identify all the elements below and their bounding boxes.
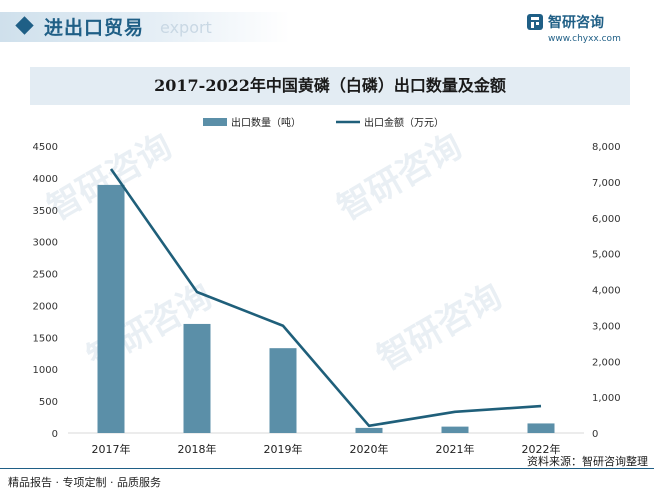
bar-export-quantity (527, 423, 555, 433)
bar-export-quantity (441, 426, 469, 433)
x-tick-label: 2019年 (264, 442, 303, 456)
footer-tagline: 精品报告 · 专项定制 · 品质服务 (8, 476, 161, 489)
bar-export-quantity (269, 348, 297, 433)
footer: 精品报告 · 专项定制 · 品质服务 资料来源：智研咨询整理 (0, 455, 654, 492)
y-right-tick-label: 0 (592, 429, 598, 440)
legend-label-line: 出口金额（万元） (364, 116, 444, 129)
x-tick-label: 2017年 (92, 442, 131, 456)
y-left-tick-label: 2000 (33, 301, 58, 312)
y-right-tick-label: 4,000 (592, 286, 621, 297)
brand-name: 智研咨询 (548, 15, 604, 31)
y-left-tick-label: 3500 (33, 206, 58, 217)
section-title: 进出口贸易 (44, 17, 145, 39)
bar-export-quantity (97, 184, 125, 433)
y-right-tick-label: 5,000 (592, 250, 621, 261)
y-left-tick-label: 3000 (33, 238, 58, 249)
bar-export-quantity (183, 323, 211, 433)
y-left-tick-label: 500 (39, 397, 58, 408)
x-tick-label: 2021年 (436, 442, 475, 456)
section-subtitle: export (160, 18, 212, 37)
brand[interactable]: 智研咨询 www.chyxx.com (500, 10, 640, 50)
y-left-tick-label: 0 (52, 429, 58, 440)
x-tick-label: 2020年 (350, 442, 389, 456)
y-left-tick-label: 1000 (33, 365, 58, 376)
y-left-tick-label: 1500 (33, 333, 58, 344)
line-export-value (109, 168, 542, 428)
x-tick-label: 2022年 (522, 442, 561, 456)
chart-area: 0 500 1000 1500 2000 2500 3000 3500 4000 4500 0 1,0… (33, 116, 621, 456)
header: 进出口贸易 export 智研咨询 www.chyxx.com (0, 0, 654, 58)
y-left-tick-label: 4000 (33, 174, 58, 185)
legend-label-bar: 出口数量（吨） (231, 116, 301, 129)
bar-export-quantity (355, 427, 383, 433)
y-left-tick-label: 4500 (33, 142, 58, 153)
section-banner (0, 12, 290, 42)
y-right-tick-label: 6,000 (592, 214, 621, 225)
y-right-tick-label: 8,000 (592, 142, 621, 153)
x-tick-label: 2018年 (178, 442, 217, 456)
legend-swatch-bar (203, 118, 227, 126)
y-right-tick-label: 3,000 (592, 321, 621, 332)
y-right-tick-label: 1,000 (592, 393, 621, 404)
brand-logo-icon (527, 14, 543, 30)
y-left-tick-label: 2500 (33, 270, 58, 281)
chart-title: 2017-2022年中国黄磷（白磷）出口数量及金额 (30, 67, 630, 105)
y-right-tick-label: 2,000 (592, 357, 621, 368)
source-note: 资料来源：智研咨询整理 (527, 455, 648, 468)
brand-url[interactable]: www.chyxx.com (548, 34, 621, 44)
y-right-tick-label: 7,000 (592, 178, 621, 189)
